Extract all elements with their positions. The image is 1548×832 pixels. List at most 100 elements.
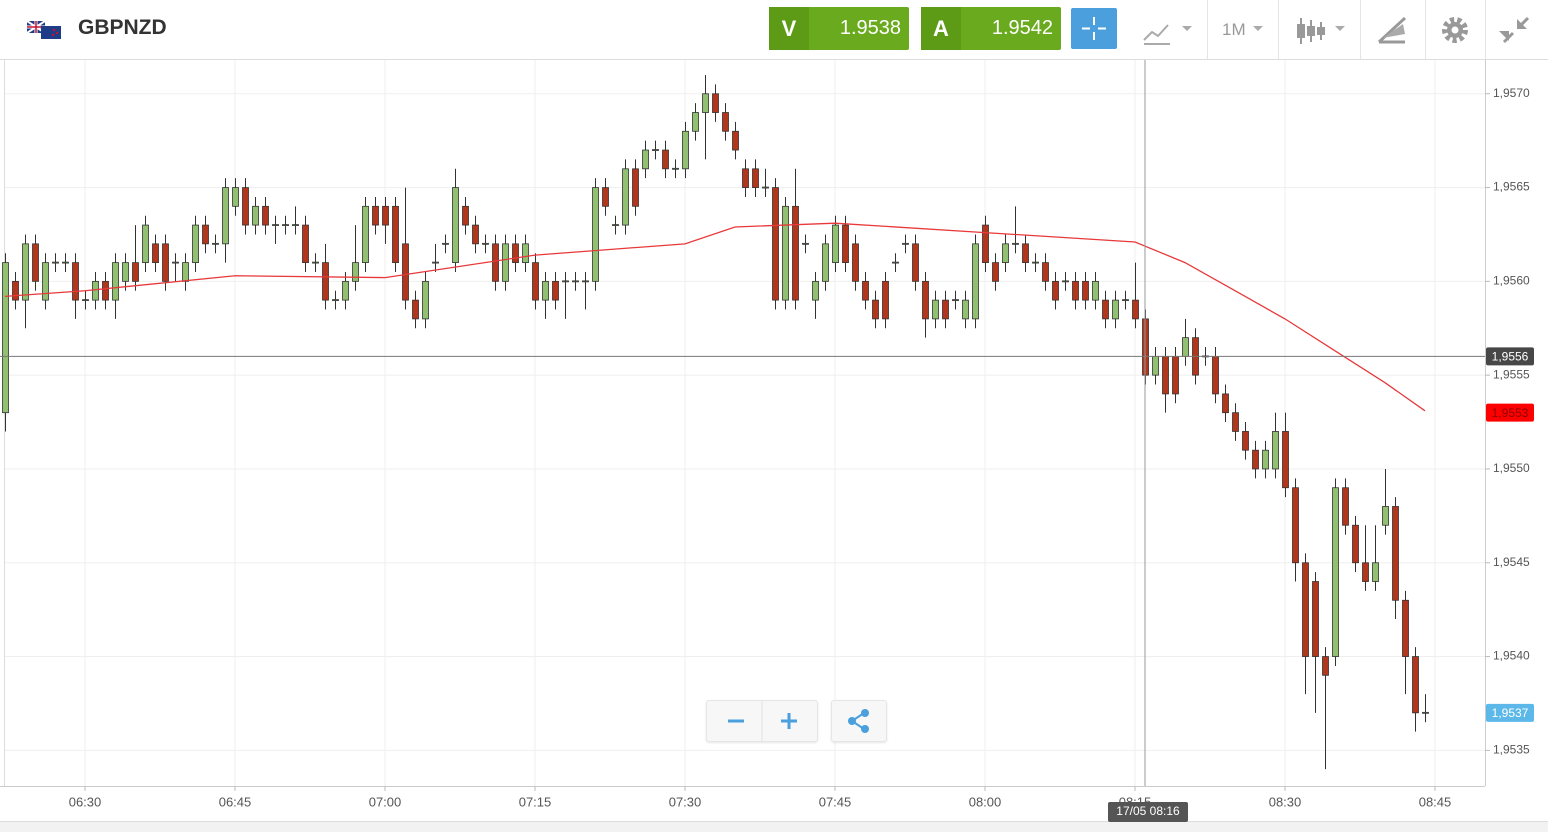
- y-tick-label: 1,9555: [1493, 367, 1530, 381]
- candle-body: [62, 261, 69, 264]
- candle-body: [352, 262, 359, 282]
- candle-body: [102, 280, 109, 301]
- candle-body: [52, 261, 59, 264]
- ma-price-label: 1,9553: [1492, 406, 1529, 420]
- candle-body: [292, 224, 299, 226]
- y-tick-label: 1,9550: [1493, 461, 1530, 475]
- crosshair-price-label: 1,9556: [1492, 350, 1529, 364]
- candle-body: [562, 280, 569, 283]
- candle-body: [582, 280, 589, 283]
- candle-body: [732, 130, 739, 151]
- candle-body: [692, 112, 699, 132]
- candle-body: [332, 299, 339, 302]
- candle-body: [232, 187, 239, 207]
- candle-body: [802, 242, 809, 245]
- toolbar: GBPNZD V 1.9538 A 1.9542 1M: [0, 0, 1548, 60]
- candle-body: [1222, 393, 1229, 414]
- candle-body: [882, 280, 889, 320]
- zoom-controls: [706, 700, 818, 742]
- candle-body: [272, 224, 279, 226]
- timeframe-button[interactable]: 1M: [1207, 0, 1278, 59]
- candle-body: [462, 205, 469, 226]
- candle-body: [842, 224, 849, 264]
- x-tick-label: 06:30: [69, 794, 102, 809]
- candle-body: [422, 280, 429, 320]
- candle-body: [982, 224, 989, 264]
- candle-body: [532, 262, 539, 301]
- candle-body: [772, 187, 779, 301]
- candle-body: [12, 280, 19, 301]
- candle-body: [242, 187, 249, 226]
- candle-body: [432, 261, 439, 264]
- candle-body: [1342, 487, 1349, 526]
- chart-type-button[interactable]: [1130, 0, 1206, 59]
- candle-body: [1032, 261, 1039, 264]
- candle-body: [1052, 280, 1059, 301]
- moving-average: [4, 222, 1426, 412]
- crosshair-button[interactable]: [1071, 8, 1117, 49]
- x-tick-label: 07:00: [369, 794, 402, 809]
- candle-body: [482, 242, 489, 245]
- crosshair-price-box: [1486, 347, 1534, 366]
- candle-body: [402, 243, 409, 301]
- x-tick-label: 08:45: [1419, 794, 1452, 809]
- candle-body: [652, 149, 659, 151]
- candle-body: [1002, 243, 1009, 264]
- candle-body: [912, 243, 919, 282]
- buy-button[interactable]: A 1.9542: [921, 7, 1061, 50]
- x-tick-label: 07:15: [519, 794, 552, 809]
- candle-body: [32, 243, 39, 282]
- candle-body: [1162, 356, 1169, 395]
- candle-body: [632, 168, 639, 207]
- candle-body: [502, 243, 509, 282]
- x-tick-label: 08:00: [969, 794, 1002, 809]
- candle-body: [472, 224, 479, 245]
- x-tick-label: 06:45: [219, 794, 252, 809]
- candle-body: [712, 93, 719, 113]
- collapse-button[interactable]: [1485, 0, 1548, 59]
- candle-body: [1152, 356, 1159, 376]
- scrollbar[interactable]: [0, 822, 1548, 832]
- candle-body: [1092, 280, 1099, 301]
- candle-body: [782, 205, 789, 301]
- share-icon: [848, 709, 869, 733]
- candle-body: [622, 168, 629, 226]
- candle-body: [172, 261, 179, 264]
- candle-body: [1412, 656, 1419, 714]
- share-button[interactable]: [831, 700, 887, 742]
- candle-body: [662, 149, 669, 170]
- y-tick-label: 1,9545: [1493, 555, 1530, 569]
- candle-body: [92, 280, 99, 301]
- timeframe: 1M: [1222, 20, 1246, 39]
- draw-button[interactable]: [1360, 0, 1425, 59]
- chart-type-icon: [1143, 24, 1192, 45]
- buy-letter: A: [921, 7, 961, 50]
- candle-body: [972, 243, 979, 320]
- candle-body: [122, 262, 129, 282]
- candle-body: [572, 280, 579, 283]
- candle-body: [412, 299, 419, 320]
- candle-body: [382, 205, 389, 226]
- candle-body: [552, 280, 559, 301]
- crosshair-icon: [1082, 17, 1106, 40]
- candle-body: [132, 262, 139, 282]
- gear-icon: [1442, 17, 1468, 43]
- candle-body: [862, 280, 869, 301]
- settings-button[interactable]: [1425, 0, 1485, 59]
- candle-body: [1082, 280, 1089, 301]
- zoom-icons[interactable]: [707, 701, 817, 741]
- candle-body: [312, 261, 319, 264]
- candle-body: [222, 187, 229, 245]
- candle-body: [1212, 356, 1219, 395]
- candle-body: [962, 299, 969, 320]
- candle-body: [752, 168, 759, 188]
- candle-body: [1182, 337, 1189, 357]
- candle-body: [1112, 299, 1119, 320]
- candle-body: [1382, 506, 1389, 526]
- candle-body: [372, 205, 379, 226]
- candle-body: [1372, 562, 1379, 582]
- candle-body: [952, 299, 959, 302]
- candle-type-button[interactable]: [1278, 0, 1360, 59]
- sell-button[interactable]: V 1.9538: [769, 7, 909, 50]
